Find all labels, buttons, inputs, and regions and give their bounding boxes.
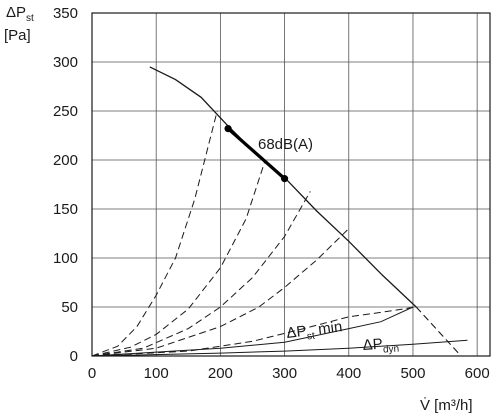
dp-dyn-subscript: dyn — [383, 343, 400, 355]
fan-curve — [149, 66, 417, 308]
y-tick-label: 100 — [53, 250, 78, 267]
x-tick-label: 0 — [88, 365, 96, 382]
y-tick-label: 350 — [53, 5, 78, 22]
fan-curve-extension — [415, 306, 462, 357]
tick-labels: 0 100 200 300 400 500 600 0 50 100 150 200 250 300 350 — [53, 5, 490, 382]
y-axis-symbol: ΔP — [6, 4, 26, 21]
system-curve-1 — [91, 110, 218, 357]
y-axis-unit: [Pa] — [4, 27, 31, 44]
dp-dyn-symbol: ΔP — [362, 336, 383, 354]
y-tick-label: 0 — [70, 348, 78, 365]
segment-point-1 — [224, 125, 232, 133]
segment-label: 68dB(A) — [258, 136, 313, 153]
highlighted-segment — [227, 127, 286, 180]
dp-st-min-label: ΔPst min — [285, 318, 343, 345]
system-curve-5 — [91, 306, 417, 357]
y-tick-label: 250 — [53, 103, 78, 120]
y-tick-label: 50 — [61, 299, 78, 316]
y-tick-label: 200 — [53, 152, 78, 169]
dp-st-min-subscript: st — [306, 331, 315, 343]
dp-st-min-symbol: ΔP — [285, 323, 307, 342]
x-tick-label: 200 — [208, 365, 233, 382]
y-axis-label: ΔPst — [6, 4, 34, 24]
x-axis-label: V̇ [m³/h] — [420, 397, 473, 414]
plot-frame — [91, 12, 491, 357]
y-tick-label: 150 — [53, 201, 78, 218]
y-tick-label: 300 — [53, 54, 78, 71]
dp-dyn-label: ΔPdyn — [362, 335, 399, 357]
x-tick-label: 500 — [400, 365, 425, 382]
dp-st-min-suffix: min — [313, 318, 343, 338]
dp-dyn-curve — [91, 339, 468, 357]
x-tick-label: 400 — [336, 365, 361, 382]
system-curve-3 — [91, 191, 311, 357]
y-axis-subscript: st — [26, 13, 34, 24]
x-tick-label: 300 — [272, 365, 297, 382]
series — [91, 66, 468, 357]
system-curve-2 — [91, 159, 266, 357]
x-tick-label: 100 — [144, 365, 169, 382]
dp-st-min-curve — [91, 306, 414, 357]
x-tick-label: 600 — [465, 365, 490, 382]
segment-point-2 — [280, 175, 289, 183]
